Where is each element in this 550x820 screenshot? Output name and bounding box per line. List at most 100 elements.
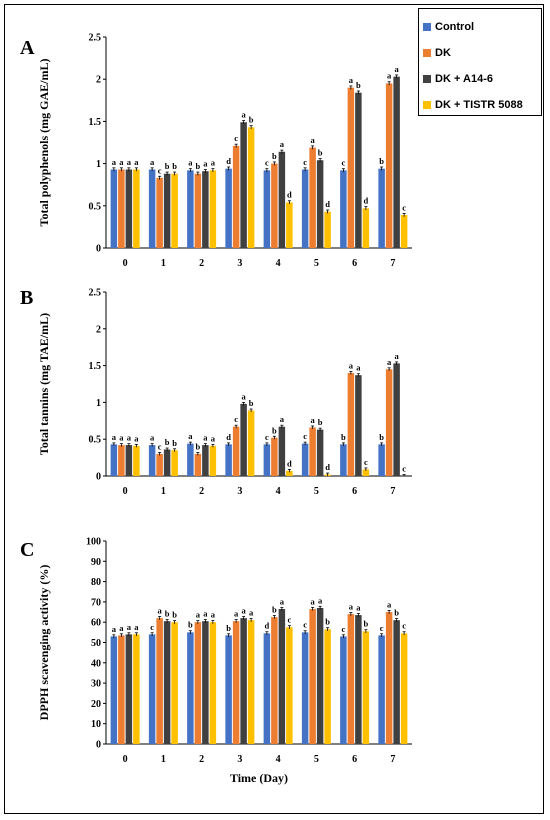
significance-letter: b [272,425,277,435]
bar-dk-tistr-5088 [362,469,370,476]
bar-dk-tistr-5088 [400,633,408,744]
legend: Control DK DK + A14-6 DK + TISTR 5088 [418,8,542,116]
bar-dk-a14-6 [316,160,324,248]
bar-dk [309,609,316,744]
significance-letter: a [242,606,247,616]
significance-letter: b [379,156,384,166]
significance-letter: a [211,433,216,443]
x-tick-label: 0 [123,486,128,497]
bar-dk [347,87,355,248]
significance-letter: a [203,159,208,169]
significance-letter: c [234,414,238,424]
significance-letter: a [150,433,155,443]
significance-letter: d [265,621,270,631]
y-tick-label: 1.5 [89,117,102,128]
significance-letter: a [134,433,139,443]
legend-swatch-dk-tistr-5088 [423,101,431,109]
significance-letter: b [226,623,231,633]
bar-dk [385,83,393,248]
bar-dk [194,622,202,744]
significance-letter: a [280,414,285,424]
x-tick-label: 3 [237,754,242,765]
bar-dk-a14-6 [125,445,133,476]
significance-letter: a [112,157,117,167]
x-tick-label: 2 [199,486,204,497]
x-tick-label: 5 [314,754,319,765]
significance-letter: c [341,158,345,168]
y-tick-label: 30 [91,679,101,690]
significance-letter: b [172,438,177,448]
bar-dk-tistr-5088 [400,215,408,248]
bar-dk-a14-6 [240,618,247,744]
significance-letter: a [242,110,247,120]
bar-dk-a14-6 [125,169,133,248]
significance-letter: b [165,161,170,171]
bar-dk-tistr-5088 [286,470,293,476]
bar-dk [271,163,278,248]
bar-control [225,444,232,476]
bar-control [187,170,194,248]
bar-dk-a14-6 [240,403,247,476]
bar-dk-a14-6 [163,173,171,248]
x-tick-label: 0 [123,258,128,269]
significance-letter: b [188,620,193,630]
significance-letter: a [234,609,239,619]
bar-dk [156,618,163,744]
significance-letter: a [119,623,124,633]
significance-letter: a [196,610,201,620]
bar-dk-tistr-5088 [133,445,140,476]
bar-dk-tistr-5088 [133,634,140,744]
bar-dk-a14-6 [163,621,171,744]
x-tick-label: 6 [352,486,357,497]
significance-letter: a [127,157,132,167]
significance-letter: a [112,624,117,634]
y-tick-label: 2 [96,324,101,335]
significance-letter: a [318,595,323,605]
y-tick-label: 10 [91,719,101,730]
significance-letter: a [395,351,400,361]
x-tick-label: 6 [352,754,357,765]
bar-dk-a14-6 [163,449,171,476]
panel-label-b: B [20,287,33,309]
bar-dk-tistr-5088 [209,170,217,248]
bar-control [301,443,309,476]
bar-dk-tistr-5088 [247,127,255,248]
significance-letter: c [158,441,162,451]
x-tick-label: 4 [276,258,281,269]
bar-control [187,443,194,476]
significance-letter: c [402,202,406,212]
significance-letter: a [188,431,193,441]
significance-letter: c [402,621,406,631]
significance-letter: a [395,64,400,74]
bar-dk [347,614,355,744]
bar-dk-a14-6 [355,615,362,744]
legend-swatch-dk-a14-6 [423,75,431,83]
bar-dk-a14-6 [240,122,247,248]
x-tick-label: 4 [276,486,281,497]
significance-letter: a [203,433,208,443]
bar-control [187,632,194,744]
bar-dk [194,453,202,476]
bar-dk-tistr-5088 [247,410,255,476]
y-axis-title: Total tannins (mg TAE/mL) [37,313,51,455]
significance-letter: b [364,619,369,629]
bar-control [340,444,347,476]
bar-dk-a14-6 [202,445,209,476]
bar-dk-a14-6 [202,621,209,744]
bar-dk [232,621,240,744]
significance-letter: a [311,135,316,145]
bar-dk [271,437,278,476]
x-tick-label: 5 [314,486,319,497]
x-tick-label: 6 [352,258,357,269]
bar-dk-tistr-5088 [362,631,370,744]
bar-dk-tistr-5088 [362,208,370,248]
significance-letter: b [272,605,277,615]
significance-letter: c [364,457,368,467]
significance-letter: d [226,156,231,166]
significance-letter: a [127,433,132,443]
bar-dk-tistr-5088 [171,622,178,744]
bar-dk [385,612,393,744]
legend-swatch-dk [423,49,431,57]
significance-letter: c [303,431,307,441]
